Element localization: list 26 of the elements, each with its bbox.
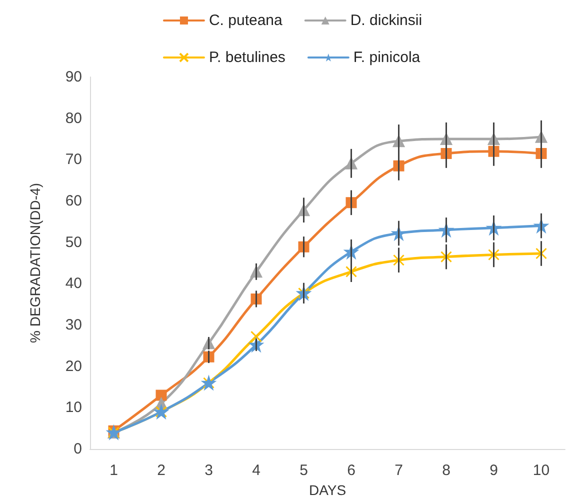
x-tick-label: 8 — [442, 462, 450, 479]
x-tick-label: 1 — [110, 462, 118, 479]
y-tick-label: 0 — [74, 440, 82, 458]
x-tick-label: 9 — [490, 462, 498, 479]
y-tick-label: 60 — [65, 192, 82, 210]
y-tick-label: 90 — [65, 68, 82, 86]
legend-label: P. betulines — [208, 49, 286, 66]
y-tick-label: 70 — [65, 151, 82, 168]
legend-label: D. dickinsii — [350, 12, 422, 29]
y-axis-title: % DEGRADATION(DD-4) — [27, 183, 43, 343]
x-tick-label: 10 — [532, 462, 550, 479]
x-tick-label: 7 — [394, 462, 403, 479]
x-tick-label: 2 — [157, 462, 166, 479]
y-tick-label: 20 — [65, 358, 82, 375]
x-tick-label: 3 — [204, 462, 213, 479]
y-tick-label: 80 — [65, 110, 82, 127]
y-tick-label: 30 — [65, 316, 82, 334]
x-tick-label: 5 — [300, 462, 308, 479]
y-tick-label: 10 — [65, 399, 82, 416]
legend-label: F. pinicola — [353, 49, 421, 66]
x-tick-label: 6 — [347, 462, 356, 479]
x-tick-label: 4 — [252, 462, 260, 479]
x-axis-title: DAYS — [308, 482, 346, 498]
y-tick-label: 40 — [65, 275, 82, 292]
legend-label: C. puteana — [208, 12, 284, 29]
y-tick-label: 50 — [65, 234, 82, 251]
